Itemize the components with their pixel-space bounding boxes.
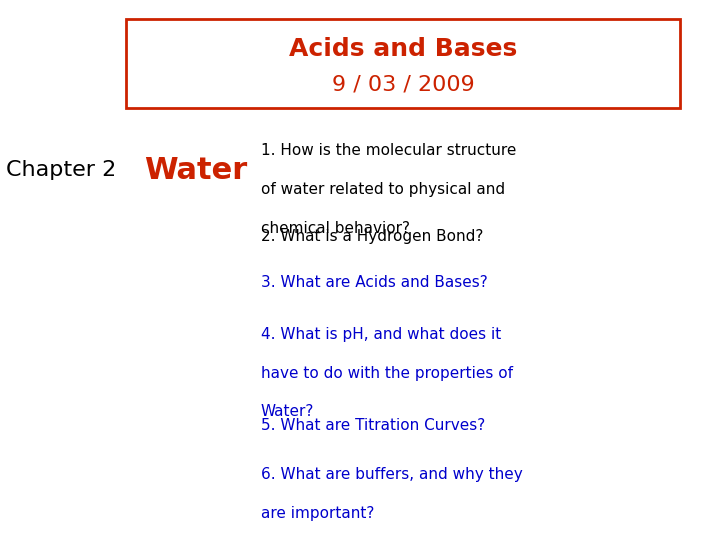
Text: 3. What are Acids and Bases?: 3. What are Acids and Bases? — [261, 275, 487, 291]
Text: 2. What is a Hydrogen Bond?: 2. What is a Hydrogen Bond? — [261, 230, 483, 245]
Text: Chapter 2: Chapter 2 — [6, 160, 116, 180]
Text: Water?: Water? — [261, 404, 314, 420]
Text: of water related to physical and: of water related to physical and — [261, 182, 505, 197]
Text: are important?: are important? — [261, 506, 374, 521]
Text: 6. What are buffers, and why they: 6. What are buffers, and why they — [261, 467, 523, 482]
Text: Water: Water — [144, 156, 247, 185]
Text: Acids and Bases: Acids and Bases — [289, 37, 518, 61]
Text: 4. What is pH, and what does it: 4. What is pH, and what does it — [261, 327, 501, 342]
Text: have to do with the properties of: have to do with the properties of — [261, 366, 513, 381]
Text: chemical behavior?: chemical behavior? — [261, 221, 410, 236]
Text: 9 / 03 / 2009: 9 / 03 / 2009 — [332, 75, 474, 95]
Text: 5. What are Titration Curves?: 5. What are Titration Curves? — [261, 418, 485, 434]
FancyBboxPatch shape — [126, 19, 680, 108]
Text: 1. How is the molecular structure: 1. How is the molecular structure — [261, 143, 516, 158]
